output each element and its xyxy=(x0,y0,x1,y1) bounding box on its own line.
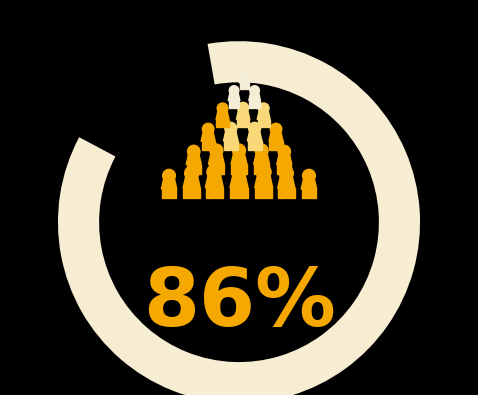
Polygon shape xyxy=(243,119,250,127)
Polygon shape xyxy=(277,154,292,165)
Polygon shape xyxy=(269,132,283,141)
Polygon shape xyxy=(231,164,239,173)
Circle shape xyxy=(303,169,315,182)
Polygon shape xyxy=(239,76,250,83)
Polygon shape xyxy=(264,120,270,127)
Circle shape xyxy=(278,145,291,158)
Polygon shape xyxy=(239,188,248,198)
Polygon shape xyxy=(201,132,215,141)
Circle shape xyxy=(240,70,249,78)
Polygon shape xyxy=(186,165,194,173)
Polygon shape xyxy=(262,164,269,173)
Polygon shape xyxy=(302,189,309,198)
Polygon shape xyxy=(184,188,191,198)
Polygon shape xyxy=(255,175,273,188)
Circle shape xyxy=(232,165,246,179)
Circle shape xyxy=(238,102,249,113)
Circle shape xyxy=(185,166,199,180)
Polygon shape xyxy=(239,83,244,89)
Polygon shape xyxy=(202,141,208,150)
Circle shape xyxy=(232,144,246,157)
Circle shape xyxy=(217,103,228,114)
Polygon shape xyxy=(216,111,229,120)
Polygon shape xyxy=(255,141,261,150)
Polygon shape xyxy=(231,141,238,150)
Polygon shape xyxy=(217,120,222,127)
Polygon shape xyxy=(245,83,249,89)
Polygon shape xyxy=(264,188,272,198)
Polygon shape xyxy=(309,189,316,198)
Polygon shape xyxy=(224,141,230,150)
Polygon shape xyxy=(276,141,282,150)
Polygon shape xyxy=(194,165,201,173)
Polygon shape xyxy=(257,111,270,120)
Circle shape xyxy=(279,166,293,180)
Polygon shape xyxy=(278,188,286,198)
Polygon shape xyxy=(248,141,254,150)
Text: 86%: 86% xyxy=(142,265,336,344)
Polygon shape xyxy=(255,101,260,107)
Polygon shape xyxy=(186,154,201,165)
Polygon shape xyxy=(231,153,247,164)
Polygon shape xyxy=(208,153,224,164)
Circle shape xyxy=(187,145,200,158)
Polygon shape xyxy=(169,189,176,198)
Polygon shape xyxy=(162,189,169,198)
Polygon shape xyxy=(223,120,228,127)
Wedge shape xyxy=(58,41,420,395)
Polygon shape xyxy=(217,164,224,173)
Polygon shape xyxy=(255,188,263,198)
Polygon shape xyxy=(209,164,216,173)
Polygon shape xyxy=(192,188,200,198)
Polygon shape xyxy=(223,131,238,141)
Polygon shape xyxy=(161,179,177,189)
Polygon shape xyxy=(301,179,317,189)
Circle shape xyxy=(210,144,223,157)
Polygon shape xyxy=(230,175,248,188)
Polygon shape xyxy=(183,177,200,188)
Circle shape xyxy=(207,165,222,179)
Polygon shape xyxy=(234,101,239,107)
Polygon shape xyxy=(206,188,214,198)
Polygon shape xyxy=(277,165,284,173)
Polygon shape xyxy=(208,141,215,150)
Polygon shape xyxy=(228,92,240,101)
Circle shape xyxy=(202,123,214,135)
Circle shape xyxy=(225,122,237,134)
Polygon shape xyxy=(247,131,262,141)
Polygon shape xyxy=(249,101,254,107)
Polygon shape xyxy=(237,119,243,127)
Circle shape xyxy=(249,122,261,134)
Circle shape xyxy=(255,144,268,157)
Circle shape xyxy=(250,86,260,95)
Polygon shape xyxy=(270,141,276,150)
Polygon shape xyxy=(228,101,234,107)
Circle shape xyxy=(258,103,269,114)
Polygon shape xyxy=(254,153,270,164)
Circle shape xyxy=(256,165,271,179)
Circle shape xyxy=(229,86,239,95)
Polygon shape xyxy=(215,188,223,198)
Circle shape xyxy=(270,123,282,135)
Polygon shape xyxy=(205,175,223,188)
Polygon shape xyxy=(258,120,263,127)
Polygon shape xyxy=(239,164,247,173)
Polygon shape xyxy=(237,110,250,119)
Polygon shape xyxy=(287,188,294,198)
Polygon shape xyxy=(254,164,261,173)
Polygon shape xyxy=(230,188,239,198)
Circle shape xyxy=(163,169,175,182)
Polygon shape xyxy=(249,92,261,101)
Polygon shape xyxy=(278,177,295,188)
Polygon shape xyxy=(284,165,292,173)
